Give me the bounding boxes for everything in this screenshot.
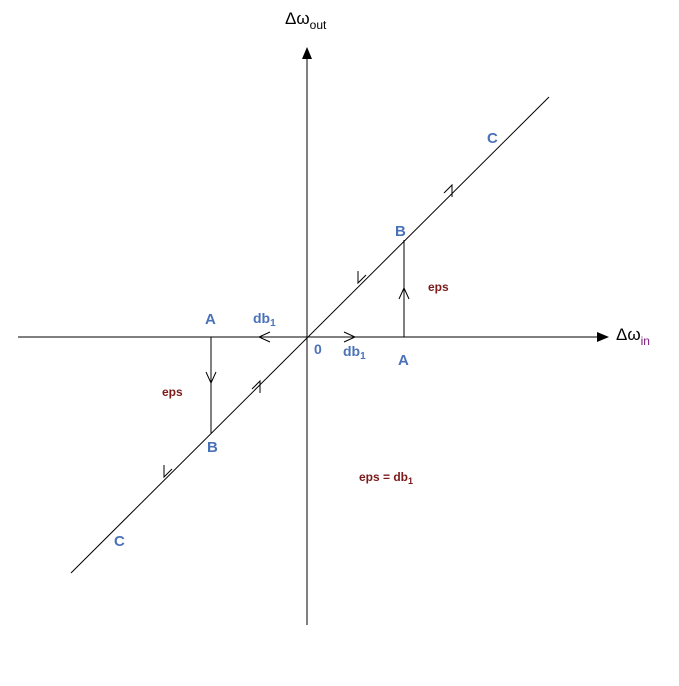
db-left-label: db1 [253, 310, 276, 329]
x-arrow-right [343, 331, 357, 343]
diag-arrow-up-upper [443, 183, 453, 197]
point-c-upper: C [487, 130, 498, 147]
point-c-lower: C [114, 533, 125, 550]
db-right-label: db1 [343, 343, 366, 362]
point-b-lower: B [207, 439, 218, 456]
x-arrow-left [257, 331, 271, 343]
point-a-lower: A [205, 311, 216, 328]
vertical-arrow-down [205, 371, 217, 385]
origin-label: 0 [314, 341, 322, 357]
diag-arrow-down-upper [357, 271, 367, 285]
diagonal-line [70, 96, 550, 574]
diag-arrow-down-lower [163, 465, 173, 479]
diag-arrow-up-lower [251, 379, 261, 393]
eps-right-label: eps [428, 280, 449, 294]
point-a-upper: A [398, 352, 409, 369]
equation-label: eps = db1 [359, 470, 413, 486]
x-axis-label: Δωin [616, 325, 650, 348]
vertical-arrow-up [398, 286, 410, 300]
point-b-upper: B [395, 223, 406, 240]
eps-left-label: eps [162, 385, 183, 399]
y-axis-label: Δωout [285, 9, 327, 32]
